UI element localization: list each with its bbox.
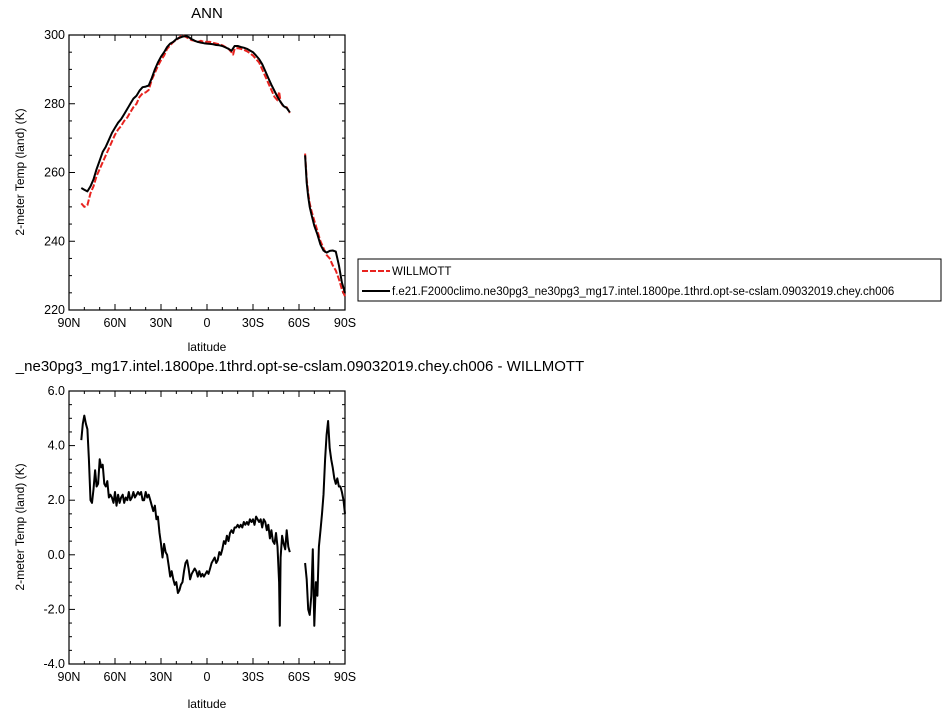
bottom-x-tick-label: 90S <box>334 670 356 684</box>
bottom-y-tick-label: 0.0 <box>48 548 65 562</box>
top-y-ticks: 300 280 260 240 220 <box>44 28 345 317</box>
legend-label-willmott: WILLMOTT <box>392 266 451 278</box>
bottom-x-tick-label: 30N <box>150 670 173 684</box>
bottom-x-tick-label: 60S <box>288 670 310 684</box>
bottom-y-tick-label: -2.0 <box>43 602 65 616</box>
bottom-y-tick-label: 2.0 <box>48 493 65 507</box>
top-x-tick-label: 30N <box>150 316 173 330</box>
top-plot-frame <box>68 34 346 311</box>
top-x-tick-label: 30S <box>242 316 264 330</box>
top-series-1-line <box>80 35 291 193</box>
top-x-tick-label: 60S <box>288 316 310 330</box>
top-x-ticks: 90N 60N 30N 0 30S 60S 90S <box>58 35 356 330</box>
bottom-x-tick-label: 0 <box>204 670 211 684</box>
top-y-axis-label: 2-meter Temp (land) (K) <box>13 108 27 235</box>
bottom-series-lines <box>80 414 346 627</box>
bottom-chart-title: _ne30pg3_mg17.intel.1800pe.1thrd.opt-se-… <box>15 358 584 375</box>
top-x-tick-label: 90N <box>58 316 81 330</box>
top-series-0-line <box>304 153 346 297</box>
bottom-y-ticks: 6.0 4.0 2.0 0.0 -2.0 -4.0 <box>43 384 345 671</box>
bottom-y-axis-label: 2-meter Temp (land) (K) <box>13 463 27 590</box>
bottom-y-tick-label: 6.0 <box>48 384 65 398</box>
top-y-tick-label: 260 <box>44 166 65 180</box>
legend-box <box>357 258 942 302</box>
top-y-tick-label: 240 <box>44 234 65 248</box>
bottom-x-axis-label: latitude <box>188 697 227 711</box>
top-series-lines <box>80 34 346 297</box>
bottom-x-tick-label: 60N <box>104 670 127 684</box>
bottom-x-ticks: 90N 60N 30N 0 30S 60S 90S <box>58 391 356 684</box>
bottom-plot-frame <box>68 390 346 665</box>
top-x-axis-label: latitude <box>188 340 227 354</box>
legend: WILLMOTT f.e21.F2000climo.ne30pg3_ne30pg… <box>357 258 942 302</box>
top-x-tick-label: 60N <box>104 316 127 330</box>
bottom-panel: _ne30pg3_mg17.intel.1800pe.1thrd.opt-se-… <box>13 358 584 711</box>
bottom-x-tick-label: 30S <box>242 670 264 684</box>
top-chart-title: ANN <box>191 5 223 22</box>
top-y-tick-label: 280 <box>44 97 65 111</box>
top-series-0-line <box>80 34 291 208</box>
bottom-series-0-line <box>80 414 291 627</box>
top-y-tick-label: 220 <box>44 303 65 317</box>
bottom-y-tick-label: 4.0 <box>48 439 65 453</box>
top-x-tick-label: 90S <box>334 316 356 330</box>
bottom-x-tick-label: 90N <box>58 670 81 684</box>
top-x-tick-label: 0 <box>204 316 211 330</box>
bottom-series-0-line <box>304 420 346 627</box>
legend-label-model: f.e21.F2000climo.ne30pg3_ne30pg3_mg17.in… <box>392 286 894 298</box>
top-series-1-line <box>304 155 346 294</box>
top-y-tick-label: 300 <box>44 28 65 42</box>
bottom-y-tick-label: -4.0 <box>43 657 65 671</box>
